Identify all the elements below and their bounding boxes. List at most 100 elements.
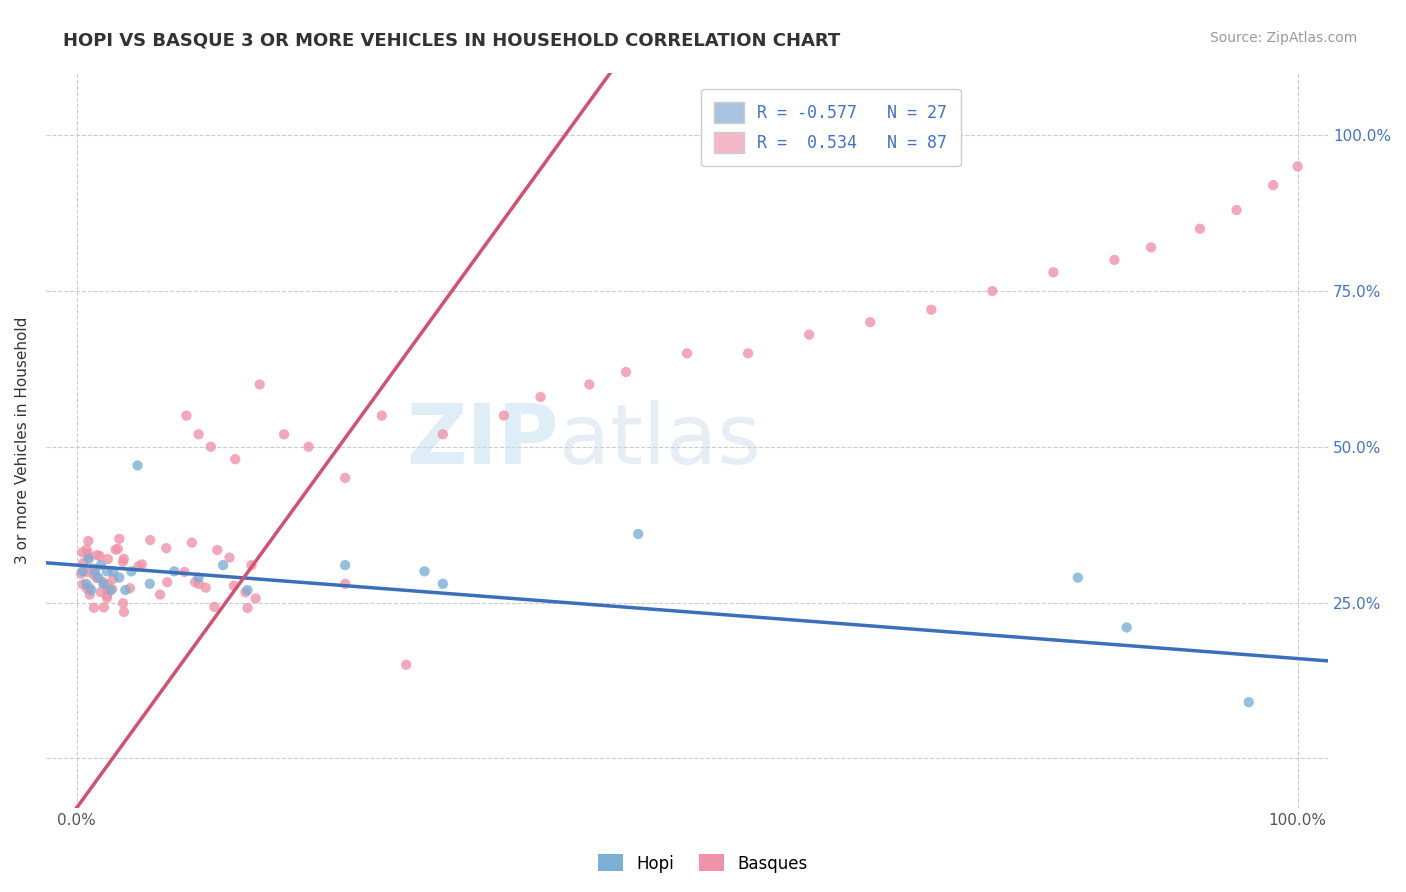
Point xyxy=(1140,240,1163,254)
Point xyxy=(200,440,222,454)
Point xyxy=(77,581,100,595)
Text: HOPI VS BASQUE 3 OR MORE VEHICLES IN HOUSEHOLD CORRELATION CHART: HOPI VS BASQUE 3 OR MORE VEHICLES IN HOU… xyxy=(63,31,841,49)
Point xyxy=(112,555,135,569)
Point xyxy=(333,558,356,573)
Point xyxy=(97,577,120,591)
Point xyxy=(77,552,100,566)
Point xyxy=(1225,202,1247,217)
Point xyxy=(413,565,436,579)
Text: ZIP: ZIP xyxy=(406,400,558,481)
Point xyxy=(118,581,141,595)
Y-axis label: 3 or more Vehicles in Household: 3 or more Vehicles in Household xyxy=(15,317,30,565)
Point xyxy=(96,591,118,605)
Point xyxy=(93,600,115,615)
Point xyxy=(1286,160,1309,174)
Point xyxy=(139,533,162,547)
Point xyxy=(104,542,127,557)
Legend: R = -0.577   N = 27, R =  0.534   N = 87: R = -0.577 N = 27, R = 0.534 N = 87 xyxy=(700,88,960,167)
Point xyxy=(163,565,186,579)
Point xyxy=(127,559,149,574)
Point xyxy=(80,582,103,597)
Point xyxy=(76,582,98,596)
Point xyxy=(96,589,118,603)
Legend: Hopi, Basques: Hopi, Basques xyxy=(592,847,814,880)
Point xyxy=(333,576,356,591)
Point xyxy=(1042,265,1064,279)
Point xyxy=(86,571,108,585)
Point xyxy=(207,543,229,558)
Point xyxy=(96,582,118,596)
Point xyxy=(799,327,821,342)
Text: atlas: atlas xyxy=(558,400,761,481)
Point xyxy=(97,552,120,566)
Point xyxy=(578,377,600,392)
Point xyxy=(173,565,195,579)
Point xyxy=(96,565,118,579)
Point xyxy=(627,527,650,541)
Point xyxy=(187,577,209,591)
Point xyxy=(83,565,105,579)
Point xyxy=(79,588,101,602)
Point xyxy=(155,541,177,556)
Point xyxy=(76,546,98,560)
Point xyxy=(82,567,104,582)
Point xyxy=(920,302,942,317)
Point xyxy=(194,581,217,595)
Point xyxy=(184,575,207,590)
Point xyxy=(149,588,172,602)
Point xyxy=(224,452,246,467)
Point xyxy=(93,576,115,591)
Point xyxy=(432,576,454,591)
Point xyxy=(737,346,759,360)
Point xyxy=(1115,620,1137,634)
Point xyxy=(103,572,125,586)
Point xyxy=(101,565,124,579)
Point xyxy=(249,377,271,392)
Point xyxy=(236,582,259,597)
Point xyxy=(333,471,356,485)
Point xyxy=(127,458,149,473)
Point xyxy=(1237,695,1260,709)
Point xyxy=(1104,252,1126,267)
Point xyxy=(72,565,94,579)
Point xyxy=(676,346,699,360)
Point xyxy=(236,601,259,615)
Point xyxy=(89,549,111,563)
Point xyxy=(218,550,240,565)
Point xyxy=(222,579,245,593)
Point xyxy=(371,409,394,423)
Point xyxy=(72,545,94,559)
Point xyxy=(614,365,637,379)
Point xyxy=(93,575,115,590)
Point xyxy=(156,575,179,590)
Point xyxy=(86,548,108,562)
Point xyxy=(212,558,235,573)
Point xyxy=(108,532,131,546)
Point xyxy=(82,561,104,575)
Point xyxy=(139,576,162,591)
Point xyxy=(297,440,319,454)
Point xyxy=(77,550,100,565)
Point xyxy=(432,427,454,442)
Point xyxy=(120,565,142,579)
Point xyxy=(187,427,209,442)
Point xyxy=(70,566,93,581)
Point xyxy=(202,599,225,614)
Point xyxy=(176,409,198,423)
Point xyxy=(245,591,267,606)
Point xyxy=(83,600,105,615)
Point xyxy=(101,582,124,596)
Point xyxy=(108,571,131,585)
Point xyxy=(1188,221,1211,235)
Point xyxy=(859,315,882,329)
Point xyxy=(273,427,295,442)
Point xyxy=(107,541,129,556)
Point xyxy=(100,582,122,597)
Point xyxy=(90,558,112,573)
Point xyxy=(75,576,97,591)
Point xyxy=(72,556,94,570)
Point xyxy=(180,535,202,549)
Text: Source: ZipAtlas.com: Source: ZipAtlas.com xyxy=(1209,31,1357,45)
Point xyxy=(72,577,94,591)
Point xyxy=(90,585,112,599)
